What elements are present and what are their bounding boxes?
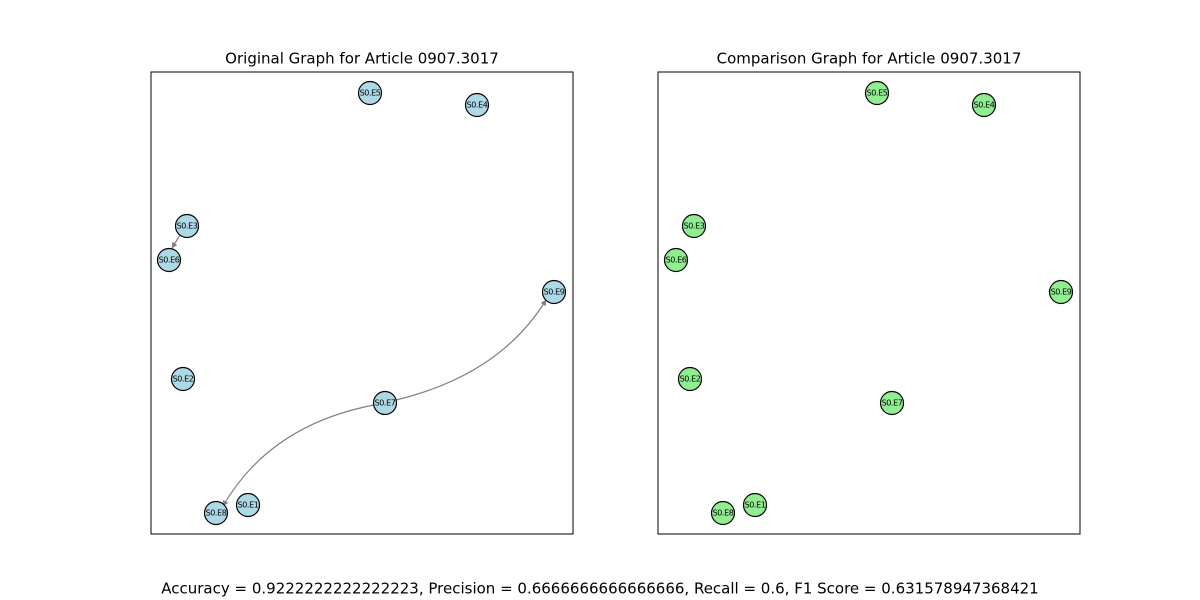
node-label: S0.E2 — [173, 375, 194, 384]
node — [203, 500, 229, 526]
node — [971, 92, 997, 118]
node — [156, 247, 182, 273]
node — [357, 80, 383, 106]
panel: Comparison Graph for Article 0907.3017 S… — [657, 50, 1081, 535]
node-label: S0.E3 — [177, 222, 198, 231]
node — [1048, 279, 1074, 305]
edge — [222, 404, 375, 507]
node-label: S0.E6 — [666, 256, 687, 265]
panel-frame — [657, 71, 1081, 535]
node-label: S0.E9 — [1051, 288, 1072, 297]
node — [710, 500, 736, 526]
node — [372, 390, 398, 416]
node-label: S0.E5 — [867, 89, 888, 98]
node-label: S0.E3 — [684, 222, 705, 231]
node — [879, 390, 905, 416]
node — [681, 213, 707, 239]
node-label: S0.E4 — [467, 101, 488, 110]
edge — [395, 299, 547, 401]
node-label: S0.E4 — [974, 101, 995, 110]
node — [742, 492, 768, 518]
node-label: S0.E5 — [360, 89, 381, 98]
panel: Original Graph for Article 0907.3017 S0.… — [150, 50, 574, 535]
node — [541, 279, 567, 305]
node — [170, 366, 196, 392]
node-label: S0.E9 — [544, 288, 565, 297]
node-label: S0.E1 — [238, 501, 259, 510]
node — [464, 92, 490, 118]
node — [174, 213, 200, 239]
node — [235, 492, 261, 518]
node-label: S0.E1 — [745, 501, 766, 510]
node-label: S0.E7 — [882, 399, 903, 408]
node — [663, 247, 689, 273]
panel-title: Comparison Graph for Article 0907.3017 — [717, 50, 1022, 68]
node-label: S0.E2 — [680, 375, 701, 384]
panel-frame — [150, 71, 574, 535]
node — [864, 80, 890, 106]
edge — [171, 234, 181, 249]
metrics: Accuracy = 0.9222222222222223, Precision… — [161, 580, 1038, 598]
node-label: S0.E8 — [713, 509, 734, 518]
node-label: S0.E7 — [375, 399, 396, 408]
node-label: S0.E8 — [206, 509, 227, 518]
node-label: S0.E6 — [159, 256, 180, 265]
panel-title: Original Graph for Article 0907.3017 — [225, 50, 499, 68]
node — [677, 366, 703, 392]
